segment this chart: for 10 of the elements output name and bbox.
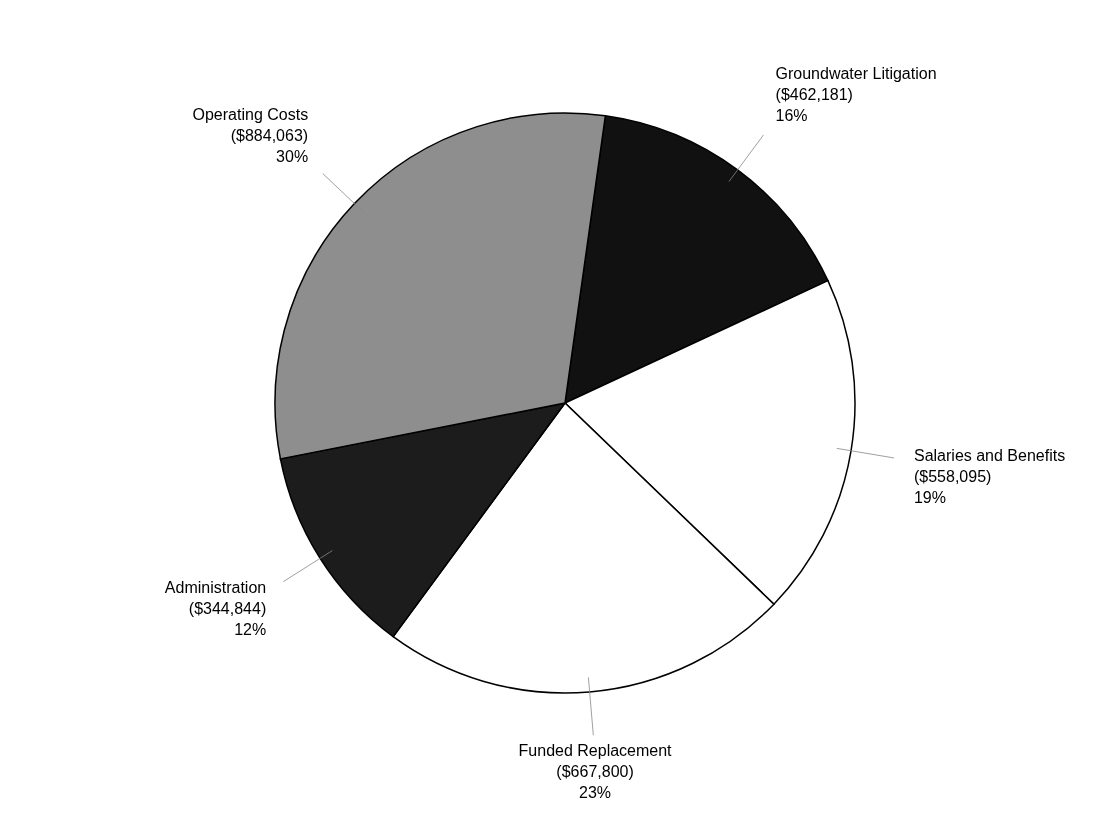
slice-label: Administration bbox=[164, 578, 267, 596]
slice-label: Operating Costs bbox=[192, 105, 309, 123]
data-label: ($462,181) 16% bbox=[775, 85, 853, 124]
slice-label: Salaries and Benefits bbox=[913, 447, 1066, 465]
data-label: ($344,844) 12% bbox=[188, 599, 267, 638]
slice-label: Groundwater Litigation bbox=[775, 64, 937, 82]
data-label: ($884,063) 30% bbox=[230, 126, 309, 165]
slice-label: Funded Replacement bbox=[518, 741, 673, 759]
data-label: ($558,095) 19% bbox=[913, 468, 992, 507]
data-label: ($667,800) 23% bbox=[556, 762, 634, 801]
